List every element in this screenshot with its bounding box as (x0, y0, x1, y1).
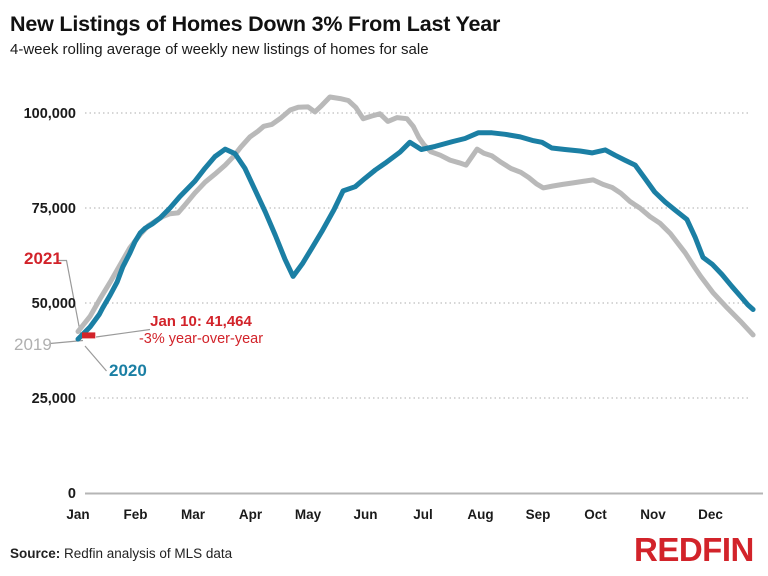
source-note: Source: Redfin analysis of MLS data (10, 546, 232, 561)
y-axis-tick-label: 100,000 (24, 106, 76, 122)
series-label-2019: 2019 (14, 335, 52, 354)
callout-value: Jan 10: 41,464 (150, 313, 252, 330)
source-label: Source: (10, 546, 61, 561)
y-axis-tick-label: 0 (68, 486, 76, 502)
y-axis-tick-label: 50,000 (32, 296, 76, 312)
y-axis-tick-label: 75,000 (32, 201, 76, 217)
x-axis-tick-label: Feb (123, 507, 147, 522)
leader-line-2021 (58, 259, 82, 335)
gridlines (85, 112, 763, 495)
callout-change: -3% year-over-year (138, 331, 264, 347)
series-label-2021: 2021 (24, 249, 62, 268)
series-line-2019 (75, 94, 756, 338)
leader-line-2020 (84, 345, 107, 372)
series-lines (75, 94, 756, 342)
series-label-2020: 2020 (109, 361, 147, 380)
x-axis-tick-label: Oct (584, 507, 607, 522)
leader-line-callout (95, 328, 151, 338)
axis-labels: 0 25,000 50,000 75,000 100,000 Jan Feb Mar Apr Ma… (24, 106, 724, 522)
chart-title: New Listings of Homes Down 3% From Last … (10, 12, 501, 36)
x-axis-tick-label: Nov (640, 507, 666, 522)
x-axis-tick-label: Jul (413, 507, 433, 522)
data-callout: Jan 10: 41,464 -3% year-over-year (130, 313, 272, 347)
x-axis-tick-label: Mar (181, 507, 206, 522)
source-text: Redfin analysis of MLS data (60, 546, 233, 561)
x-axis-tick-label: May (295, 507, 322, 522)
x-axis-tick-label: Apr (239, 507, 263, 522)
y-axis-tick-label: 25,000 (32, 391, 76, 407)
x-axis-tick-label: Aug (467, 507, 493, 522)
chart-subtitle: 4-week rolling average of weekly new lis… (10, 41, 429, 58)
redfin-logo: REDFIN (634, 531, 754, 568)
series-line-2020 (75, 130, 756, 342)
x-axis-tick-label: Jun (353, 507, 377, 522)
x-axis-tick-label: Sep (526, 507, 551, 522)
x-axis-tick-label: Dec (698, 507, 723, 522)
x-axis-tick-label: Jan (66, 507, 89, 522)
